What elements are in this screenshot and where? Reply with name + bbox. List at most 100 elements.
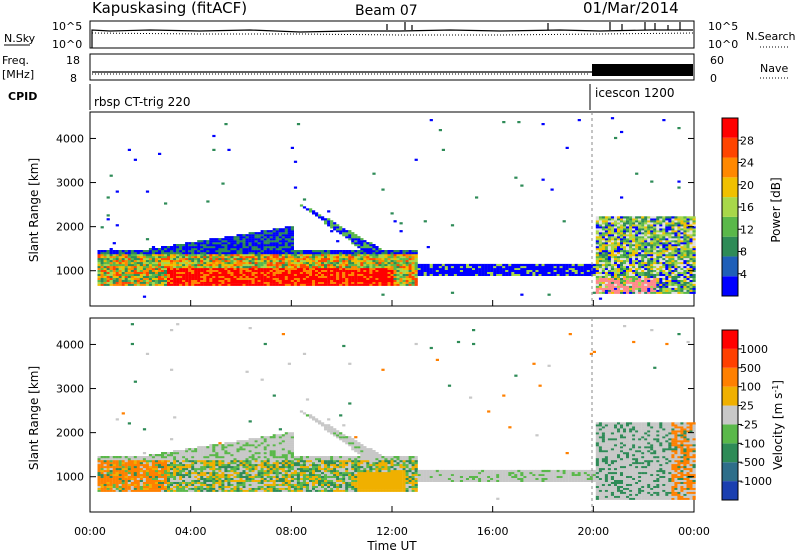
data-cell xyxy=(230,282,233,284)
data-cell xyxy=(249,274,252,276)
data-cell xyxy=(203,264,206,266)
data-cell xyxy=(647,234,650,236)
data-cell xyxy=(164,280,167,282)
data-cell xyxy=(101,464,104,466)
data-cell xyxy=(164,456,167,458)
data-cell xyxy=(369,274,372,276)
data-cell xyxy=(430,266,433,268)
data-cell xyxy=(119,276,122,278)
data-cell xyxy=(107,264,110,266)
data-cell xyxy=(291,230,294,232)
data-cell xyxy=(614,250,617,252)
data-cell xyxy=(336,260,339,262)
data-cell xyxy=(209,246,212,248)
data-cell xyxy=(378,256,381,258)
data-cell xyxy=(203,466,206,468)
data-cell xyxy=(306,260,309,262)
data-cell xyxy=(137,464,140,466)
data-cell xyxy=(629,282,632,284)
data-cell xyxy=(629,284,632,286)
data-cell xyxy=(668,274,671,276)
data-cell xyxy=(215,474,218,476)
data-cell xyxy=(602,254,605,256)
data-cell xyxy=(104,272,107,274)
data-cell xyxy=(279,276,282,278)
data-cell xyxy=(155,276,158,278)
data-cell xyxy=(273,282,276,284)
data-cell xyxy=(520,185,523,187)
data-cell xyxy=(107,214,110,216)
data-cell xyxy=(101,472,104,474)
data-cell xyxy=(397,260,400,262)
data-cell xyxy=(683,250,686,252)
data-cell xyxy=(116,418,119,420)
data-cell xyxy=(224,280,227,282)
data-cell xyxy=(409,254,412,256)
data-cell xyxy=(212,280,215,282)
data-cell xyxy=(683,278,686,280)
data-cell xyxy=(665,252,668,254)
data-cell xyxy=(499,272,502,274)
data-cell xyxy=(671,230,674,232)
data-cell xyxy=(161,250,164,252)
data-cell xyxy=(348,266,351,268)
data-cell xyxy=(116,456,119,458)
data-cell xyxy=(623,252,626,254)
data-cell xyxy=(690,292,693,294)
data-cell xyxy=(212,486,215,488)
data-cell xyxy=(297,264,300,266)
data-cell xyxy=(267,248,270,250)
data-cell xyxy=(360,248,363,250)
data-cell xyxy=(221,454,224,456)
data-cell xyxy=(134,480,137,482)
data-cell xyxy=(185,244,188,246)
data-cell xyxy=(363,284,366,286)
data-cell xyxy=(472,274,475,276)
data-cell xyxy=(551,274,554,276)
data-cell xyxy=(463,272,466,274)
data-cell xyxy=(243,256,246,258)
data-cell xyxy=(529,272,532,274)
data-cell xyxy=(312,274,315,276)
data-cell xyxy=(237,266,240,268)
data-cell xyxy=(690,272,693,274)
data-cell xyxy=(327,264,330,266)
data-cell xyxy=(602,276,605,278)
data-cell xyxy=(240,262,243,264)
data-cell xyxy=(98,458,101,460)
data-cell xyxy=(687,284,690,286)
data-cell xyxy=(650,232,653,234)
data-cell xyxy=(131,470,134,472)
data-cell xyxy=(116,484,119,486)
data-cell xyxy=(659,266,662,268)
data-cell xyxy=(551,272,554,274)
data-cell xyxy=(294,272,297,274)
data-cell xyxy=(391,278,394,280)
data-cell xyxy=(312,212,315,214)
data-cell xyxy=(203,464,206,466)
data-cell xyxy=(388,252,391,254)
data-cell xyxy=(128,458,131,460)
data-cell xyxy=(366,244,369,246)
data-cell xyxy=(460,272,463,274)
data-cell xyxy=(572,268,575,270)
data-cell xyxy=(261,270,264,272)
data-cell xyxy=(351,240,354,242)
data-cell xyxy=(188,280,191,282)
data-cell xyxy=(161,248,164,250)
data-cell xyxy=(650,246,653,248)
data-cell xyxy=(363,260,366,262)
data-cell xyxy=(605,254,608,256)
data-cell xyxy=(116,278,119,280)
data-cell xyxy=(384,278,387,280)
data-cell xyxy=(303,262,306,264)
data-cell xyxy=(581,272,584,274)
data-cell xyxy=(161,476,164,478)
data-cell xyxy=(315,270,318,272)
data-cell xyxy=(270,268,273,270)
data-cell xyxy=(351,284,354,286)
data-cell xyxy=(357,258,360,260)
data-cell xyxy=(113,468,116,470)
data-cell xyxy=(300,274,303,276)
data-cell xyxy=(611,268,614,270)
